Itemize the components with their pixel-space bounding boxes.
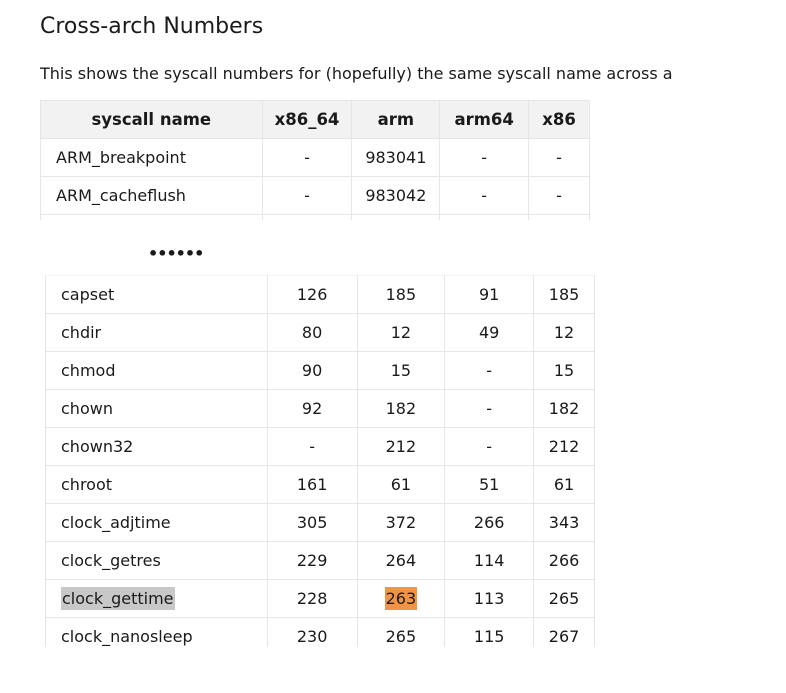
cell-x86: 265	[533, 579, 595, 618]
cell-arm: 983042	[351, 176, 441, 215]
cell-arm64: -	[439, 138, 530, 177]
cell-arm: 182	[356, 389, 446, 428]
cell-arm: 15	[356, 351, 446, 390]
table-row: chroot 161 61 51 61	[45, 465, 595, 504]
cell-syscall-name: capset	[45, 275, 268, 314]
cell-syscall-name: clock_getres	[45, 541, 268, 580]
cell-syscall-name: chdir	[45, 313, 268, 352]
cell-arm64: -	[439, 176, 530, 215]
cell-x86: 343	[533, 503, 595, 542]
syscall-table-continued: capset 126 185 91 185 chdir 80 12 49 12 …	[45, 275, 595, 647]
header-arm64[interactable]: arm64	[439, 100, 530, 139]
cell-syscall-name: chown	[45, 389, 268, 428]
cell-x86: 182	[533, 389, 595, 428]
header-arm[interactable]: arm	[351, 100, 441, 139]
cell-x86-64: 92	[266, 389, 358, 428]
table-row-selected: clock_gettime 228 263 113 265	[45, 579, 595, 618]
ellipsis-separator: ••••••	[148, 244, 204, 263]
cell-arm: 212	[356, 427, 446, 466]
cell-arm64: 51	[444, 465, 535, 504]
cell-x86-64: 305	[266, 503, 358, 542]
cell-syscall-name[interactable]: clock_gettime	[45, 579, 268, 618]
cell-arm: 372	[356, 503, 446, 542]
cell-x86: 15	[533, 351, 595, 390]
cell-arm: 983041	[351, 138, 441, 177]
cell-syscall-name: chroot	[45, 465, 268, 504]
cell-arm64: 266	[444, 503, 535, 542]
page-title: Cross-arch Numbers	[40, 14, 264, 39]
cell-syscall-name: clock_adjtime	[45, 503, 268, 542]
table-row: clock_adjtime 305 372 266 343	[45, 503, 595, 542]
syscall-table-bottom: capset 126 185 91 185 chdir 80 12 49 12 …	[45, 275, 595, 647]
cell-arm64: -	[444, 351, 535, 390]
cell-x86: 12	[533, 313, 595, 352]
cell-x86: 266	[533, 541, 595, 580]
cell-arm[interactable]: 263	[356, 579, 446, 618]
header-syscall-name[interactable]: syscall name	[40, 100, 263, 139]
table-row: chown 92 182 - 182	[45, 389, 595, 428]
cell-x86-64: 126	[266, 275, 358, 314]
cell-x86-64: -	[266, 427, 358, 466]
cell-arm: 61	[356, 465, 446, 504]
cell-arm64: 49	[444, 313, 535, 352]
cell-syscall-name: ARM_breakpoint	[40, 138, 263, 177]
table-row: ARM_breakpoint - 983041 - -	[40, 138, 590, 177]
cell-x86-64: 161	[266, 465, 358, 504]
cell-x86: -	[528, 176, 590, 215]
cell-x86-64: 230	[266, 617, 358, 647]
cell-x86-64: -	[261, 176, 353, 215]
cell-x86-64: 228	[266, 579, 358, 618]
cell-syscall-name: clock_nanosleep	[45, 617, 268, 647]
cell-x86: -	[528, 138, 590, 177]
table-row: chown32 - 212 - 212	[45, 427, 595, 466]
cell-syscall-name: ARM_cacheflush	[40, 176, 263, 215]
cell-x86-64: 229	[266, 541, 358, 580]
cell-arm64: 114	[444, 541, 535, 580]
syscall-table-top: syscall name x86_64 arm arm64 x86 ARM_br…	[40, 100, 590, 220]
cell-x86: 267	[533, 617, 595, 647]
cell-arm64: 91	[444, 275, 535, 314]
table-row	[40, 214, 590, 220]
cell-x86: 61	[533, 465, 595, 504]
cell-arm64: -	[444, 427, 535, 466]
table-row: ARM_cacheflush - 983042 - -	[40, 176, 590, 215]
table-row: capset 126 185 91 185	[45, 275, 595, 314]
table-row: clock_getres 229 264 114 266	[45, 541, 595, 580]
cell-x86-64: 80	[266, 313, 358, 352]
cell-arm: 264	[356, 541, 446, 580]
header-x86-64[interactable]: x86_64	[261, 100, 353, 139]
cell-x86: 185	[533, 275, 595, 314]
highlighted-arm-number[interactable]: 263	[384, 587, 418, 610]
cell-x86-64: 90	[266, 351, 358, 390]
cell-syscall-name: chown32	[45, 427, 268, 466]
cell-x86: 212	[533, 427, 595, 466]
table-row: chmod 90 15 - 15	[45, 351, 595, 390]
cell-x86-64: -	[261, 138, 353, 177]
table-header-row: syscall name x86_64 arm arm64 x86	[40, 100, 590, 139]
cell-arm64: 113	[444, 579, 535, 618]
selected-syscall-name[interactable]: clock_gettime	[61, 587, 175, 610]
cell-arm: 185	[356, 275, 446, 314]
cell-arm: 12	[356, 313, 446, 352]
header-x86[interactable]: x86	[528, 100, 590, 139]
table-row: chdir 80 12 49 12	[45, 313, 595, 352]
cell-syscall-name: chmod	[45, 351, 268, 390]
syscall-table: syscall name x86_64 arm arm64 x86 ARM_br…	[40, 100, 590, 220]
cell-arm: 265	[356, 617, 446, 647]
cell-arm64: 115	[444, 617, 535, 647]
table-row: clock_nanosleep 230 265 115 267	[45, 617, 595, 647]
intro-text: This shows the syscall numbers for (hope…	[40, 64, 672, 83]
cell-arm64: -	[444, 389, 535, 428]
